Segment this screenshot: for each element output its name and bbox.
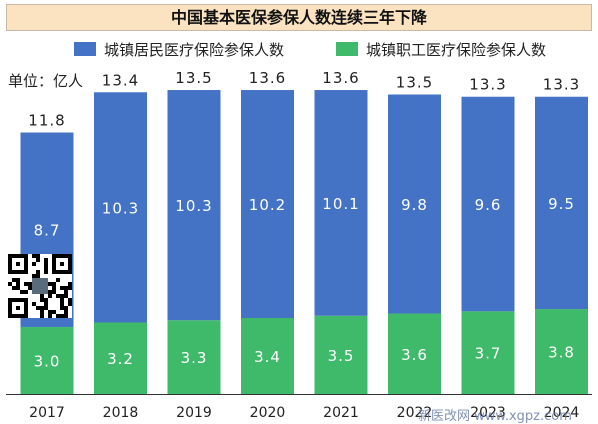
total-label-2022: 13.5 [396, 74, 433, 92]
total-label-2024: 13.3 [543, 76, 580, 94]
bar-employees-2022 [388, 313, 441, 394]
data-label-employees-2017: 3.0 [34, 352, 61, 370]
bar-residents-2022 [388, 94, 441, 314]
total-label-2017: 11.8 [28, 112, 65, 130]
x-tick-label-2020: 2020 [250, 405, 286, 421]
bar-residents-2024 [535, 96, 588, 310]
data-label-employees-2021: 3.5 [328, 347, 355, 365]
x-tick-label-2019: 2019 [176, 405, 212, 421]
bar-residents-2021 [314, 90, 368, 316]
legend-item-employees: 城镇职工医疗保险参保人数 [336, 39, 546, 59]
bar-residents-2020 [241, 90, 294, 319]
total-label-2019: 13.5 [175, 69, 212, 87]
watermark: 新医改网 www.xgpz.com [418, 409, 572, 424]
qr-code-icon [8, 254, 72, 318]
unit-label: 单位：亿人 [8, 72, 84, 90]
data-label-residents-2023: 9.6 [475, 196, 502, 214]
legend-swatch-green [336, 42, 358, 56]
data-label-employees-2018: 3.2 [107, 350, 134, 368]
bar-employees-2023 [461, 311, 515, 394]
data-label-residents-2022: 9.8 [401, 196, 428, 214]
bar-residents-2018 [94, 92, 147, 323]
data-label-employees-2023: 3.7 [475, 345, 502, 363]
total-label-2021: 13.6 [322, 69, 359, 87]
total-label-2020: 13.6 [249, 69, 286, 87]
data-label-residents-2021: 10.1 [322, 195, 359, 213]
bar-employees-2024 [535, 309, 588, 394]
bar-employees-2018 [94, 322, 147, 394]
x-tick-label-2022: 2022 [397, 405, 433, 421]
data-label-residents-2019: 10.3 [175, 197, 212, 215]
bar-employees-2017 [20, 326, 74, 394]
x-tick-label-2018: 2018 [103, 405, 139, 421]
total-label-2018: 13.4 [102, 71, 139, 89]
legend: 城镇居民医疗保险参保人数 城镇职工医疗保险参保人数 [0, 36, 598, 62]
data-label-residents-2018: 10.3 [102, 199, 139, 217]
data-label-residents-2024: 9.5 [548, 195, 575, 213]
bar-employees-2021 [314, 315, 368, 394]
chart-title: 中国基本医保参保人数连续三年下降 [6, 4, 592, 31]
data-label-residents-2020: 10.2 [249, 196, 286, 214]
data-label-employees-2020: 3.4 [254, 348, 281, 366]
x-tick-label-2017: 2017 [29, 405, 65, 421]
bar-residents-2023 [461, 96, 515, 312]
data-label-employees-2019: 3.3 [181, 349, 208, 367]
legend-swatch-blue [74, 42, 96, 56]
x-tick-label-2023: 2023 [470, 405, 506, 421]
bar-employees-2020 [241, 318, 294, 394]
data-label-employees-2024: 3.8 [548, 344, 575, 362]
legend-item-residents: 城镇居民医疗保险参保人数 [74, 39, 284, 59]
bar-residents-2019 [167, 90, 221, 321]
data-label-residents-2017: 8.7 [34, 222, 61, 240]
legend-label-employees: 城镇职工医疗保险参保人数 [366, 40, 547, 59]
data-label-employees-2022: 3.6 [401, 346, 428, 364]
bar-employees-2019 [167, 320, 221, 394]
x-tick-label-2021: 2021 [323, 405, 359, 421]
total-label-2023: 13.3 [469, 76, 506, 94]
x-tick-label-2024: 2024 [544, 405, 580, 421]
legend-label-residents: 城镇居民医疗保险参保人数 [104, 40, 285, 59]
